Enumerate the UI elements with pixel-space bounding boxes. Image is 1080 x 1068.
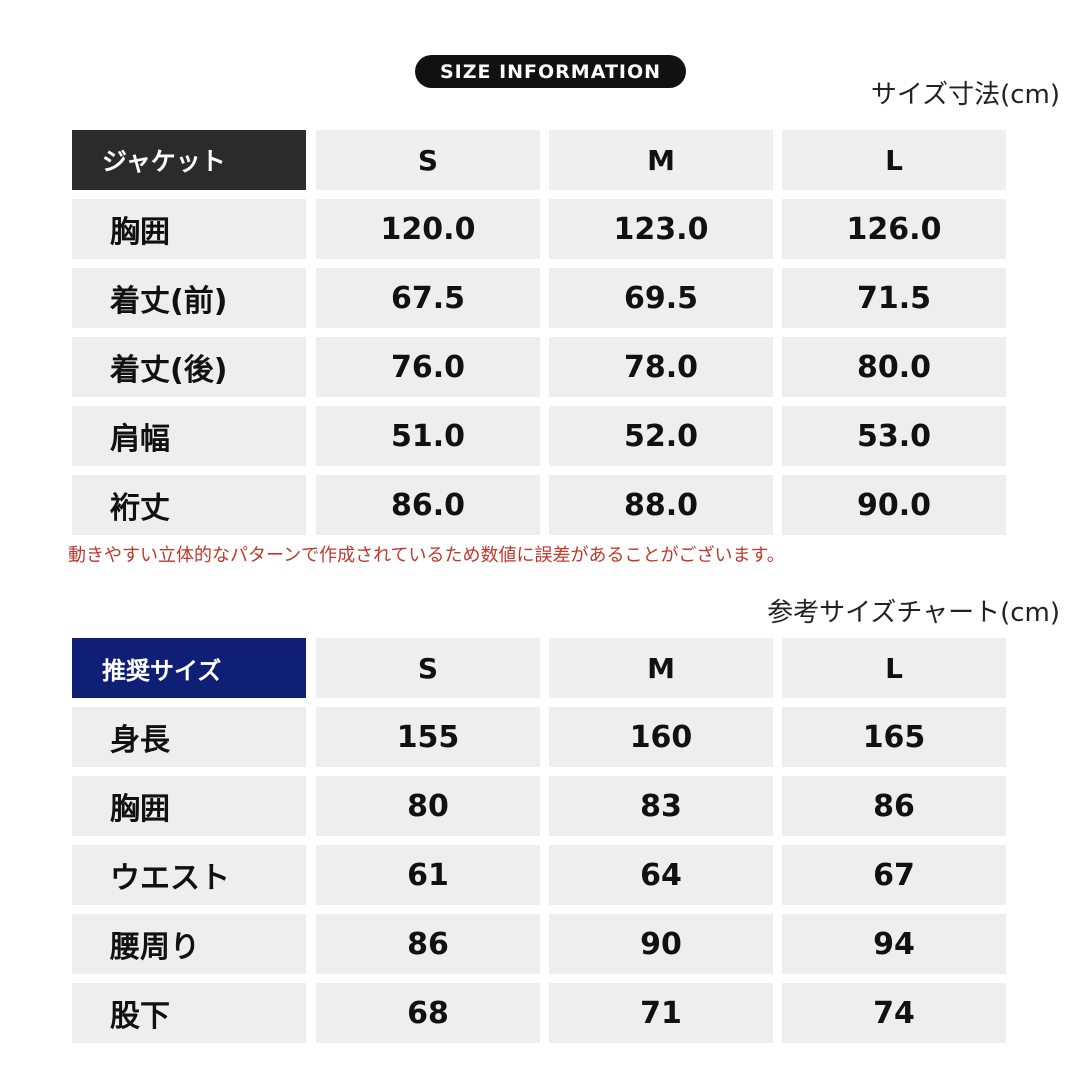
cell-value: 90 <box>549 914 773 974</box>
row-label: 胸囲 <box>72 199 306 259</box>
table-row: 股下 68 71 74 <box>72 983 1008 1043</box>
cell-value: 88.0 <box>549 475 773 535</box>
cell-value: 86 <box>316 914 540 974</box>
cell-value: 61 <box>316 845 540 905</box>
recommend-header-label: 推奨サイズ <box>72 638 306 698</box>
table-row: 胸囲 80 83 86 <box>72 776 1008 836</box>
cell-value: 80 <box>316 776 540 836</box>
size-dimensions-caption: サイズ寸法(cm) <box>870 80 1060 110</box>
cell-value: 165 <box>782 707 1006 767</box>
cell-value: 123.0 <box>549 199 773 259</box>
table-row: 裄丈 86.0 88.0 90.0 <box>72 475 1008 535</box>
reference-chart-caption: 参考サイズチャート(cm) <box>767 598 1060 628</box>
row-label: 身長 <box>72 707 306 767</box>
row-label: 腰周り <box>72 914 306 974</box>
measurement-note: 動きやすい立体的なパターンで作成されているため数値に誤差があることがございます。 <box>68 545 785 566</box>
table-row: 肩幅 51.0 52.0 53.0 <box>72 406 1008 466</box>
cell-value: 71 <box>549 983 773 1043</box>
table-header-row: 推奨サイズ S M L <box>72 638 1008 698</box>
table-row: ウエスト 61 64 67 <box>72 845 1008 905</box>
cell-value: 67 <box>782 845 1006 905</box>
cell-value: 86.0 <box>316 475 540 535</box>
cell-value: 126.0 <box>782 199 1006 259</box>
cell-value: 53.0 <box>782 406 1006 466</box>
cell-value: 52.0 <box>549 406 773 466</box>
table-row: 身長 155 160 165 <box>72 707 1008 767</box>
row-label: 着丈(後) <box>72 337 306 397</box>
size-information-badge: SIZE INFORMATION <box>415 55 686 88</box>
size-header-m: M <box>549 638 773 698</box>
cell-value: 74 <box>782 983 1006 1043</box>
cell-value: 83 <box>549 776 773 836</box>
cell-value: 80.0 <box>782 337 1006 397</box>
cell-value: 78.0 <box>549 337 773 397</box>
size-header-l: L <box>782 638 1006 698</box>
size-header-m: M <box>549 130 773 190</box>
cell-value: 76.0 <box>316 337 540 397</box>
size-header-s: S <box>316 130 540 190</box>
table-row: 胸囲 120.0 123.0 126.0 <box>72 199 1008 259</box>
cell-value: 69.5 <box>549 268 773 328</box>
table-row: 腰周り 86 90 94 <box>72 914 1008 974</box>
cell-value: 64 <box>549 845 773 905</box>
cell-value: 71.5 <box>782 268 1006 328</box>
recommended-size-table: 推奨サイズ S M L 身長 155 160 165 胸囲 80 83 86 ウ… <box>72 638 1008 1052</box>
row-label: 裄丈 <box>72 475 306 535</box>
size-header-l: L <box>782 130 1006 190</box>
cell-value: 67.5 <box>316 268 540 328</box>
jacket-size-table: ジャケット S M L 胸囲 120.0 123.0 126.0 着丈(前) 6… <box>72 130 1008 544</box>
cell-value: 155 <box>316 707 540 767</box>
jacket-header-label: ジャケット <box>72 130 306 190</box>
cell-value: 86 <box>782 776 1006 836</box>
cell-value: 120.0 <box>316 199 540 259</box>
table-header-row: ジャケット S M L <box>72 130 1008 190</box>
size-header-s: S <box>316 638 540 698</box>
row-label: ウエスト <box>72 845 306 905</box>
row-label: 着丈(前) <box>72 268 306 328</box>
table-row: 着丈(前) 67.5 69.5 71.5 <box>72 268 1008 328</box>
cell-value: 68 <box>316 983 540 1043</box>
table-row: 着丈(後) 76.0 78.0 80.0 <box>72 337 1008 397</box>
cell-value: 90.0 <box>782 475 1006 535</box>
row-label: 胸囲 <box>72 776 306 836</box>
cell-value: 160 <box>549 707 773 767</box>
row-label: 肩幅 <box>72 406 306 466</box>
cell-value: 51.0 <box>316 406 540 466</box>
row-label: 股下 <box>72 983 306 1043</box>
cell-value: 94 <box>782 914 1006 974</box>
